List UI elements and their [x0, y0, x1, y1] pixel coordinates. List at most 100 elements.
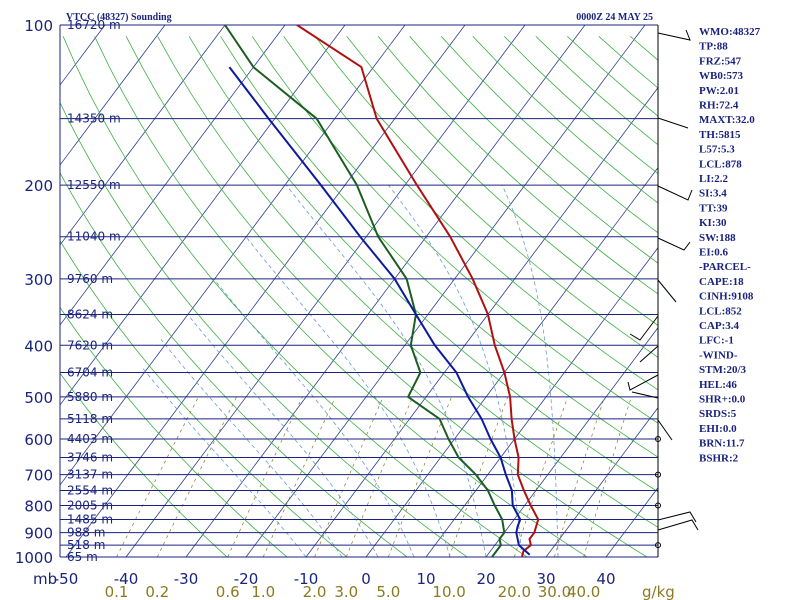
moist-adiabat-line [187, 314, 379, 557]
height-label: 1485 m [67, 512, 113, 526]
isotherm-line [365, 166, 658, 557]
index-entry: BSHR:2 [699, 452, 739, 464]
index-entry: TT:39 [699, 202, 728, 214]
wind-barb [631, 391, 659, 399]
pressure-unit-label: mb [33, 570, 57, 588]
isotherm-line [60, 25, 406, 486]
index-entry: TP:88 [699, 41, 728, 53]
index-entry: L57:5.3 [699, 144, 735, 156]
mixing-ratio-line [116, 396, 199, 557]
index-entry: LI:2.2 [699, 173, 729, 185]
dry-adiabat-line [60, 240, 348, 557]
wind-barb [657, 519, 699, 531]
wind-barb [629, 315, 659, 341]
pressure-tick-label: 600 [24, 431, 53, 449]
mixing-ratio-tick-label: 2.0 [303, 583, 327, 600]
parcel-profile-line [228, 66, 531, 556]
moist-adiabat-line [245, 236, 451, 557]
isotherm-line [60, 25, 286, 326]
index-entry: CAPE:18 [699, 276, 744, 288]
index-entry: WB0:573 [699, 70, 744, 82]
isotherm-line [425, 246, 658, 557]
dry-adiabat-line [157, 36, 658, 528]
temperature-profile-line [296, 25, 540, 557]
index-entry: LCL:878 [699, 158, 742, 170]
wind-barb [657, 419, 673, 441]
height-label: 14350 m [67, 112, 121, 126]
dry-adiabat-line [60, 306, 288, 557]
height-label: 16720 m [67, 18, 121, 32]
pressure-tick-label: 200 [24, 177, 53, 195]
mixing-ratio-tick-label: 3.0 [334, 583, 358, 600]
mixing-ratio-unit-label: g/kg [642, 583, 675, 600]
dry-adiabat-line [60, 372, 228, 557]
dry-adiabat-line [60, 101, 468, 557]
pressure-tick-label: 300 [24, 271, 53, 289]
dry-adiabat-line [220, 36, 658, 458]
wind-barb [657, 237, 691, 251]
height-label: 518 m [67, 538, 105, 552]
height-label: 65 m [67, 550, 98, 564]
dry-adiabat-line [188, 36, 658, 493]
isobars [59, 24, 659, 558]
dry-adiabat-line [314, 36, 658, 358]
mixing-ratio-tick-label: 5.0 [376, 583, 400, 600]
isotherm-line [60, 25, 346, 406]
temperature-tick-label: 40 [596, 570, 615, 588]
isotherm-line [60, 25, 166, 166]
pressure-tick-label: 100 [24, 17, 53, 35]
mixing-ratio-tick-label: 20.0 [498, 583, 531, 600]
index-entry: MAXT:32.0 [699, 114, 755, 126]
height-label: 3746 m [67, 450, 113, 464]
index-entry: CINH:9108 [699, 291, 754, 303]
pressure-tick-label: 900 [24, 525, 53, 543]
index-entry: KI:30 [699, 217, 727, 229]
index-entry: FRZ:547 [699, 55, 742, 67]
index-entry: SI:3.4 [699, 188, 727, 200]
temperature-tick-label: 30 [536, 570, 555, 588]
pressure-tick-label: 500 [24, 389, 53, 407]
index-entry: TH:5815 [699, 129, 741, 141]
index-entry: CAP:3.4 [699, 320, 740, 332]
dry-adiabat-line [377, 36, 658, 295]
wind-barb [657, 29, 691, 41]
dry-adiabat-line [125, 36, 648, 557]
valid-time: 0000Z 24 MAY 25 [576, 12, 653, 23]
isotherm-line [60, 25, 226, 246]
dry-adiabat-line [409, 36, 658, 264]
dry-adiabat-line [283, 36, 658, 391]
temperature-tick-label: -30 [174, 570, 199, 588]
index-entry: RH:72.4 [699, 100, 739, 112]
temperature-tick-label: -40 [114, 570, 139, 588]
index-entry: WMO:48327 [699, 26, 761, 38]
wind-barbs [627, 25, 699, 557]
moist-adiabat-line [141, 367, 307, 557]
sounding-profiles [224, 25, 540, 557]
height-label: 4403 m [67, 432, 113, 446]
pressure-tick-label: 400 [24, 337, 53, 355]
height-label: 11040 m [67, 230, 121, 244]
isotherm-line [125, 25, 526, 557]
calm-wind-circle [655, 435, 661, 442]
height-label: 6704 m [67, 366, 113, 380]
mixing-ratio-line [513, 396, 569, 557]
mixing-ratio-tick-label: 0.1 [105, 583, 129, 600]
height-label: 12550 m [67, 178, 121, 192]
mixing-ratio-line [227, 396, 303, 557]
temperature-tick-label: 20 [476, 570, 495, 588]
mixing-ratio-tick-label: 0.2 [145, 583, 169, 600]
axis-labels: 16720 m 14350 m 12550 m 11040 m 9760 m 8624 m… [15, 17, 616, 600]
dewpoint-profile-line [224, 25, 506, 557]
dry-adiabat-line [346, 36, 658, 326]
height-label: 5880 m [67, 390, 113, 404]
temperature-tick-label: 0 [361, 570, 371, 588]
temperature-tick-label: 10 [416, 570, 435, 588]
height-label: 2005 m [67, 498, 113, 512]
mixing-ratio-tick-label: 10.0 [432, 583, 465, 600]
index-entry: STM:20/3 [699, 364, 747, 376]
index-entry: EI:0.6 [699, 247, 729, 259]
pressure-tick-label: 800 [24, 497, 53, 515]
temperature-tick-label: -50 [54, 570, 79, 588]
index-entry: LCL:852 [699, 305, 742, 317]
